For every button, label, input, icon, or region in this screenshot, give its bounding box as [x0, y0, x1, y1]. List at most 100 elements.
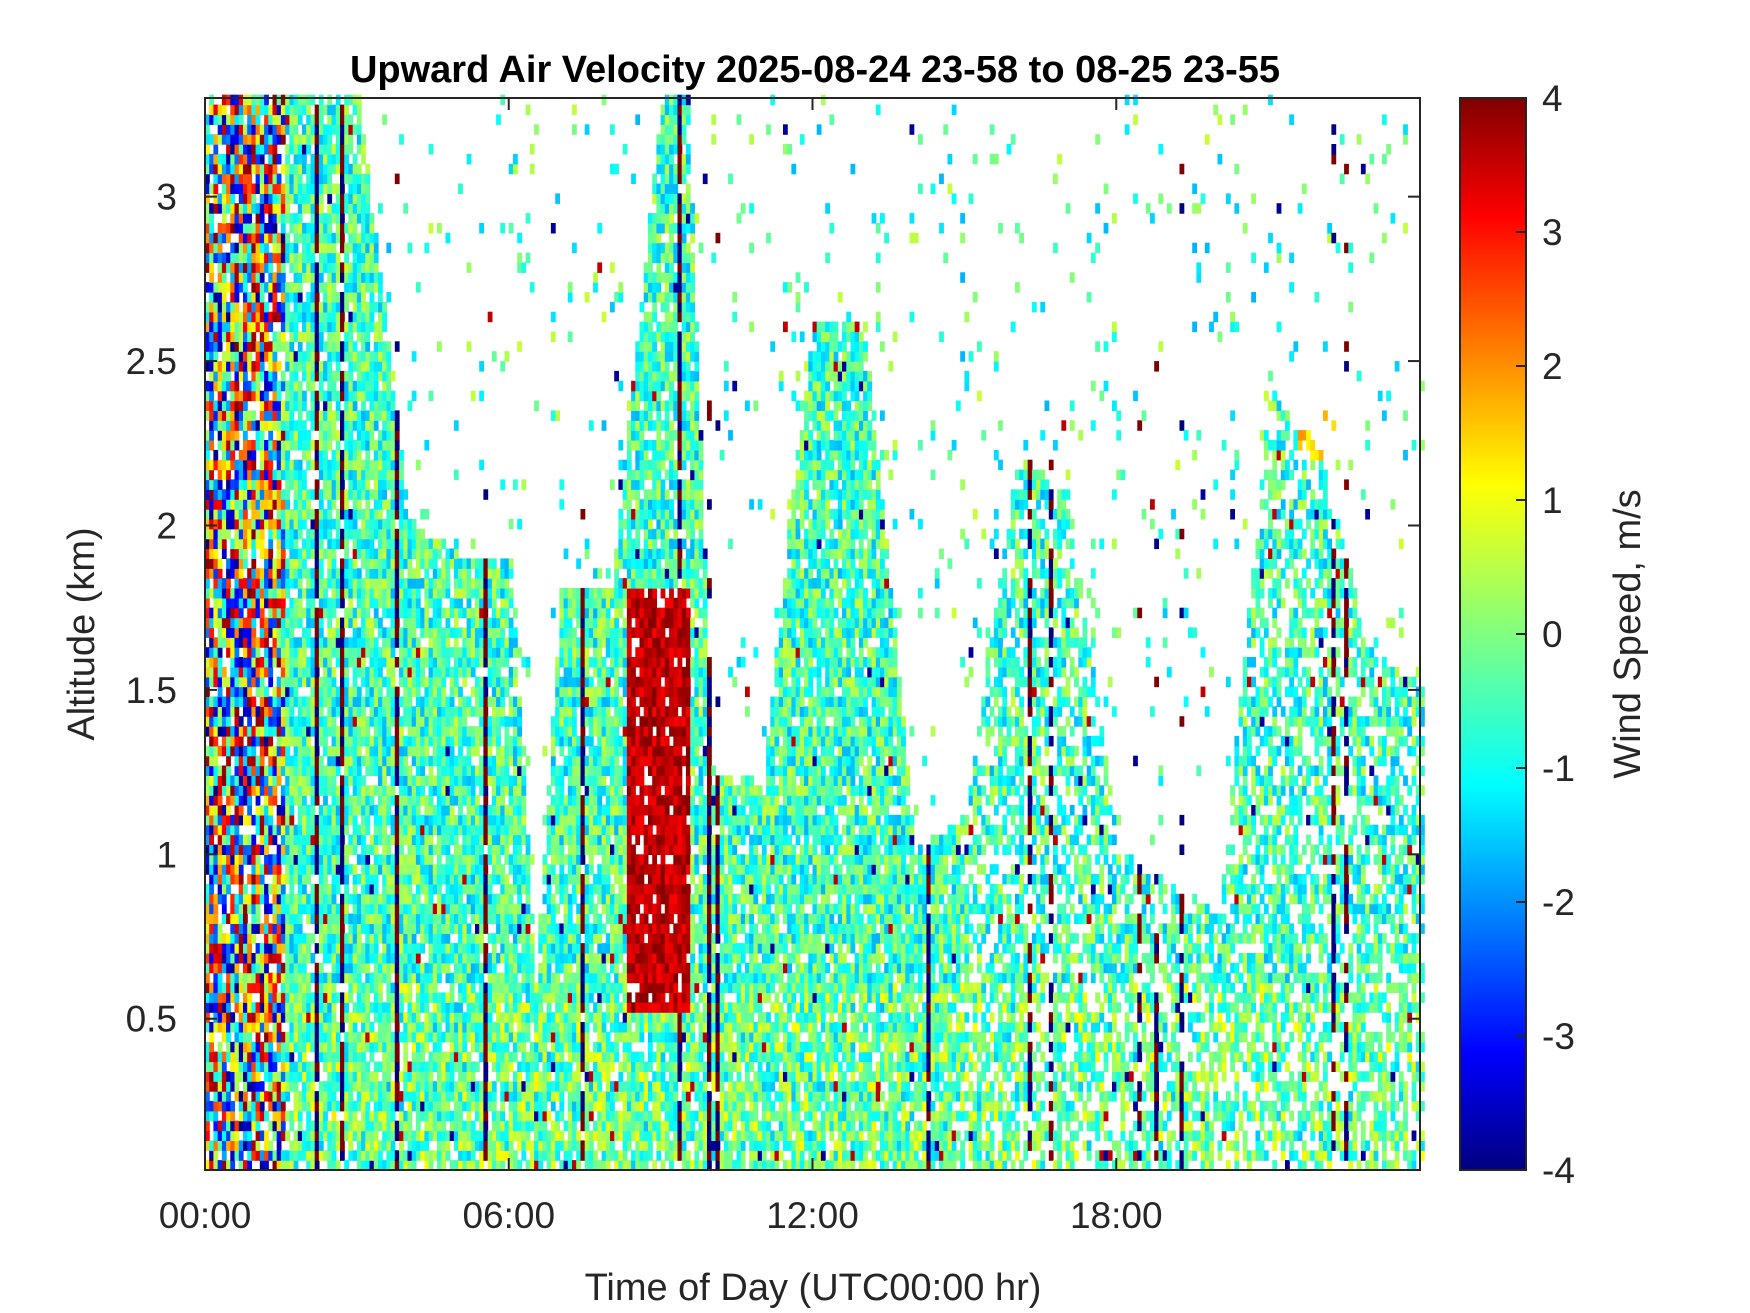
- heatmap-cell: [259, 262, 265, 273]
- heatmap-cell: [264, 706, 269, 717]
- heatmap-cell: [437, 1022, 442, 1033]
- heatmap-cell: [230, 1071, 236, 1082]
- heatmap-cell: [289, 1071, 295, 1082]
- heatmap-cell: [259, 597, 265, 609]
- heatmap-cell: [217, 953, 223, 964]
- heatmap-cell: [276, 578, 282, 589]
- heatmap-cell: [344, 943, 349, 954]
- heatmap-cell: [386, 657, 392, 668]
- heatmap-cell: [285, 824, 290, 836]
- heatmap-cell: [378, 903, 383, 915]
- heatmap-cell: [348, 735, 354, 747]
- heatmap-cell: [280, 745, 286, 757]
- heatmap-cell: [285, 400, 290, 411]
- heatmap-cell: [209, 923, 214, 934]
- heatmap-cell: [420, 943, 425, 954]
- heatmap-cell: [344, 637, 349, 648]
- heatmap-cell: [386, 755, 392, 767]
- heatmap-cell: [407, 854, 413, 865]
- heatmap-cell: [445, 933, 451, 944]
- heatmap-cell: [382, 933, 387, 944]
- heatmap-cell: [331, 686, 337, 698]
- heatmap-cell: [285, 420, 290, 431]
- heatmap-cell: [234, 1041, 240, 1053]
- heatmap-cell: [243, 676, 248, 688]
- heatmap-cell: [297, 183, 303, 194]
- heatmap-cell: [276, 805, 282, 816]
- heatmap-cell: [428, 844, 434, 855]
- heatmap-cell: [420, 755, 425, 767]
- heatmap-cell: [310, 765, 316, 776]
- heatmap-cell: [340, 370, 345, 382]
- heatmap-cell: [213, 903, 219, 915]
- heatmap-cell: [369, 242, 375, 254]
- heatmap-cell: [268, 479, 274, 490]
- heatmap-cell: [407, 923, 413, 934]
- heatmap-cell: [386, 400, 392, 411]
- heatmap-cell: [365, 814, 371, 826]
- heatmap-cell: [407, 943, 413, 954]
- heatmap-cell: [226, 805, 231, 816]
- heatmap-cell: [378, 1091, 383, 1102]
- heatmap-cell: [327, 696, 333, 707]
- heatmap-cell: [327, 883, 333, 895]
- heatmap-cell: [356, 1041, 362, 1053]
- heatmap-cell: [289, 144, 295, 155]
- heatmap-cell: [314, 1140, 320, 1151]
- heatmap-cell: [285, 282, 290, 293]
- heatmap-cell: [238, 153, 244, 165]
- heatmap-cell: [323, 637, 328, 648]
- heatmap-cell: [306, 1041, 311, 1053]
- heatmap-cell: [327, 972, 333, 984]
- heatmap-cell: [251, 893, 257, 905]
- heatmap-cell: [209, 282, 214, 293]
- heatmap-cell: [344, 390, 349, 402]
- heatmap-cell: [348, 459, 354, 471]
- heatmap-cell: [445, 716, 451, 727]
- heatmap-cell: [373, 242, 379, 254]
- heatmap-cell: [415, 874, 421, 885]
- heatmap-cell: [365, 1061, 371, 1072]
- heatmap-cell: [314, 686, 320, 698]
- heatmap-cell: [348, 292, 354, 303]
- heatmap-cell: [289, 183, 295, 194]
- heatmap-cell: [217, 568, 223, 579]
- heatmap-cell: [420, 509, 425, 520]
- heatmap-cell: [432, 1022, 438, 1033]
- heatmap-cell: [348, 607, 354, 619]
- heatmap-cell: [230, 301, 236, 313]
- heatmap-cell: [445, 844, 451, 855]
- heatmap-cell: [394, 430, 400, 441]
- heatmap-cell: [428, 657, 434, 668]
- heatmap-cell: [259, 1041, 265, 1053]
- heatmap-cell: [407, 874, 413, 885]
- heatmap-cell: [445, 647, 451, 658]
- heatmap-cell: [340, 943, 345, 954]
- heatmap-cell: [432, 597, 438, 609]
- heatmap-cell: [243, 706, 248, 717]
- heatmap-cell: [318, 311, 324, 323]
- heatmap-cell: [394, 1061, 400, 1072]
- heatmap-cell: [221, 173, 227, 185]
- heatmap-cell: [441, 953, 447, 964]
- heatmap-cell: [331, 745, 337, 757]
- heatmap-cell: [221, 252, 227, 264]
- heatmap-cell: [259, 449, 265, 461]
- heatmap-cell: [243, 518, 248, 530]
- heatmap-cell: [213, 489, 219, 500]
- heatmap-cell: [356, 923, 362, 934]
- heatmap-cell: [247, 647, 252, 658]
- heatmap-cell: [327, 509, 333, 520]
- heatmap-cell: [327, 1051, 333, 1063]
- heatmap-cell: [259, 301, 265, 313]
- heatmap-cell: [331, 489, 337, 500]
- heatmap-cell: [238, 538, 244, 550]
- heatmap-cell: [238, 903, 244, 915]
- heatmap-cell: [221, 489, 227, 500]
- heatmap-cell: [344, 735, 349, 747]
- heatmap-cell: [361, 1081, 366, 1092]
- heatmap-cell: [399, 745, 404, 757]
- heatmap-cell: [340, 933, 345, 944]
- heatmap-cell: [420, 775, 425, 786]
- heatmap-cell: [221, 893, 227, 905]
